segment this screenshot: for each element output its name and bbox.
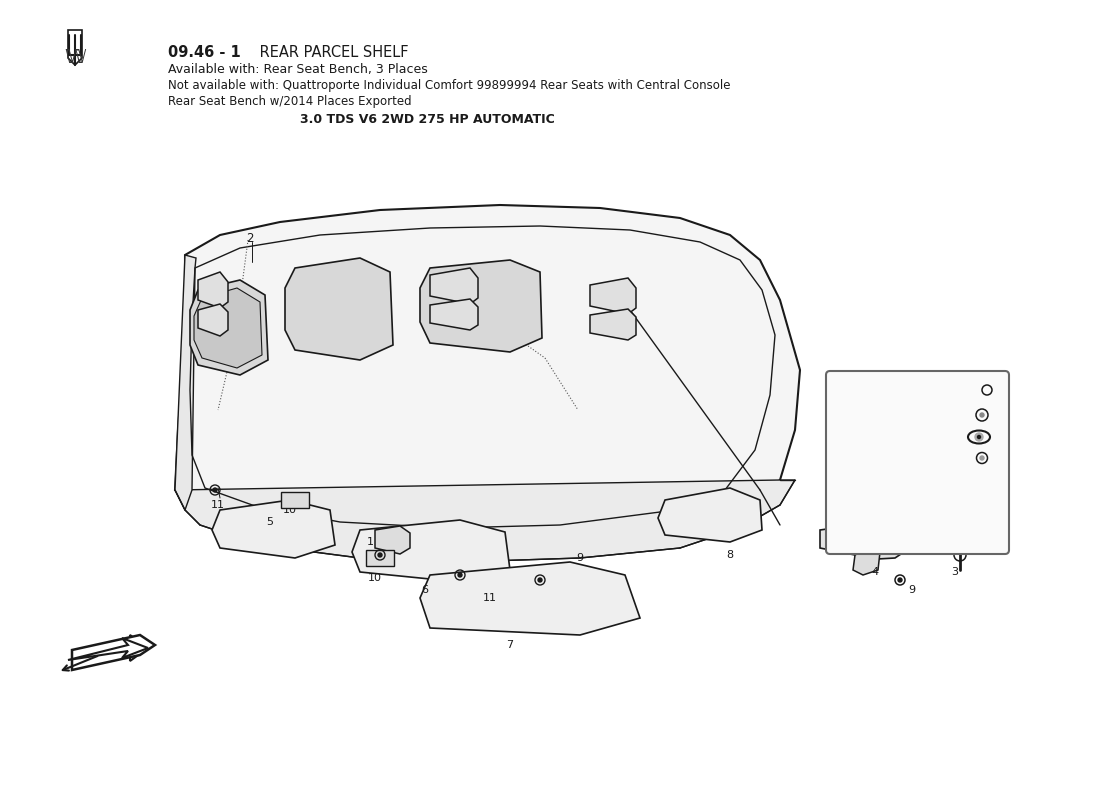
Polygon shape	[375, 526, 410, 554]
Polygon shape	[175, 480, 795, 562]
Polygon shape	[175, 255, 196, 510]
Polygon shape	[590, 278, 636, 314]
Circle shape	[898, 578, 902, 582]
Polygon shape	[198, 304, 228, 336]
Polygon shape	[366, 550, 394, 566]
Text: 11: 11	[371, 557, 385, 567]
Text: 9: 9	[576, 553, 584, 563]
Circle shape	[980, 456, 984, 460]
Polygon shape	[430, 299, 478, 330]
Text: 15: 15	[830, 411, 848, 425]
Circle shape	[458, 573, 462, 577]
Polygon shape	[194, 288, 262, 368]
Text: 11: 11	[211, 500, 226, 510]
Polygon shape	[280, 492, 309, 508]
Polygon shape	[190, 280, 268, 375]
Text: 2: 2	[246, 231, 254, 245]
Polygon shape	[68, 638, 148, 660]
Polygon shape	[212, 500, 336, 558]
FancyBboxPatch shape	[826, 371, 1009, 554]
Text: 4: 4	[871, 567, 879, 577]
Polygon shape	[175, 205, 800, 548]
Text: 9: 9	[909, 585, 915, 595]
Circle shape	[975, 433, 983, 441]
Text: Rear Seat Bench w/2014 Places Exported: Rear Seat Bench w/2014 Places Exported	[168, 95, 411, 108]
Text: REAR PARCEL SHELF: REAR PARCEL SHELF	[255, 45, 408, 60]
Polygon shape	[820, 520, 910, 560]
Text: 3.0 TDS V6 2WD 275 HP AUTOMATIC: 3.0 TDS V6 2WD 275 HP AUTOMATIC	[300, 113, 554, 126]
Circle shape	[980, 413, 984, 417]
Polygon shape	[420, 562, 640, 635]
Polygon shape	[430, 268, 478, 304]
Polygon shape	[352, 520, 510, 582]
Text: 10: 10	[368, 573, 382, 583]
Text: 10: 10	[283, 505, 297, 515]
Text: Not available with: Quattroporte Individual Comfort 99899994 Rear Seats with Cen: Not available with: Quattroporte Individ…	[168, 79, 730, 92]
Text: 14: 14	[830, 391, 848, 405]
Circle shape	[978, 435, 980, 438]
Polygon shape	[285, 258, 393, 360]
Polygon shape	[420, 260, 542, 352]
Polygon shape	[658, 488, 762, 542]
Text: 6: 6	[421, 585, 429, 595]
Text: 7: 7	[506, 640, 514, 650]
Text: 8: 8	[726, 550, 734, 560]
Text: 1: 1	[366, 537, 374, 547]
Polygon shape	[590, 309, 636, 340]
Text: 12: 12	[830, 434, 848, 446]
Circle shape	[378, 553, 382, 557]
Text: Available with: Rear Seat Bench, 3 Places: Available with: Rear Seat Bench, 3 Place…	[168, 63, 428, 76]
Text: 09.46 - 1: 09.46 - 1	[168, 45, 241, 60]
Text: 3: 3	[952, 567, 958, 577]
Polygon shape	[198, 272, 228, 308]
Text: 11: 11	[483, 593, 497, 603]
Text: 13: 13	[830, 454, 848, 466]
Circle shape	[538, 578, 542, 582]
Circle shape	[213, 488, 217, 492]
Polygon shape	[852, 548, 880, 575]
Text: 𝕎: 𝕎	[64, 48, 86, 67]
Polygon shape	[72, 635, 155, 670]
Text: 5: 5	[266, 517, 274, 527]
Polygon shape	[95, 635, 148, 661]
